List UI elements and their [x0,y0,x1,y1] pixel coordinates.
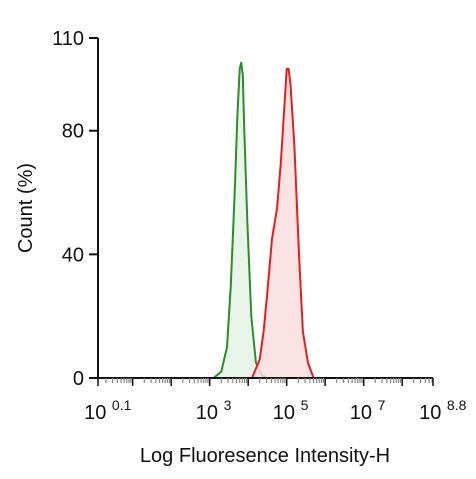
x-tick-label: 10 5 [273,397,309,424]
labels-layer: Log Fluoresence Intensity-H Count (%) [15,163,390,467]
x-tick-label: 10 3 [196,397,232,424]
series-layer [212,61,315,379]
ticks-layer: 0 40 80 110 10 0.1 10 3 10 5 10 7 10 8.8 [52,28,466,424]
y-tick-label: 40 [62,244,84,266]
series-2-fill [252,68,314,379]
series-2-line [251,67,315,379]
x-tick-label: 10 0.1 [84,397,131,424]
axes-layer [97,38,433,379]
series-1-line [212,61,268,379]
series-1-fill [213,62,268,378]
y-tick-label: 0 [73,368,84,390]
x-tick-label: 10 7 [350,397,386,424]
y-axis-label: Count (%) [15,163,37,253]
x-axis-label: Log Fluoresence Intensity-H [140,445,390,467]
y-tick-label: 80 [62,121,84,143]
y-tick-label: 110 [52,28,84,50]
x-tick-label: 10 8.8 [419,397,466,424]
